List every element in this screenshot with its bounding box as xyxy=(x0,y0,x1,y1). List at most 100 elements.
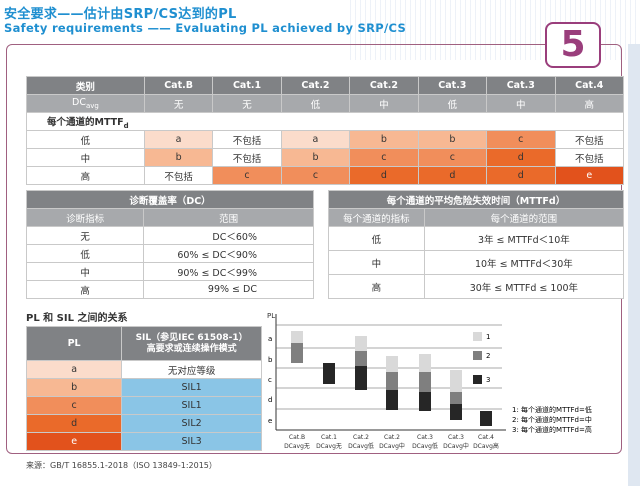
cell: c xyxy=(280,166,351,185)
cell: DC＜60% xyxy=(143,226,314,245)
table-row: a 无对应等级 xyxy=(25,360,262,379)
bar-segment-low xyxy=(355,336,367,351)
y-tick-label: c xyxy=(268,376,272,384)
title-chinese: 安全要求——估计由SRP/CS达到的PL xyxy=(4,7,237,22)
cell: 不包括 xyxy=(554,148,624,167)
cell: 低 xyxy=(280,94,351,113)
cell: c xyxy=(212,166,282,185)
note: 2: 每个通道的MTTFd=中 xyxy=(512,415,592,424)
cell: Cat.2 xyxy=(349,76,419,95)
cell: 不包括 xyxy=(143,166,214,185)
table-row: 低 60% ≤ DC＜90% xyxy=(25,244,314,263)
mttf-label: 每个通道的MTTFd xyxy=(26,112,624,131)
cell: d xyxy=(25,414,123,433)
title-english: Safety requirements —— Evaluating PL ach… xyxy=(4,21,407,35)
right-edge xyxy=(628,44,640,486)
legend-swatch-high xyxy=(473,375,482,384)
x-tick-label: Cat.2 xyxy=(353,434,369,441)
cell: b xyxy=(25,378,123,397)
bar-segment-low xyxy=(419,354,431,372)
mttf-table-title: 每个通道的平均危险失效时间（MTTFd） xyxy=(328,190,624,209)
bar-segment-high xyxy=(386,390,398,410)
column-header: 每个通道的指标 xyxy=(328,208,425,227)
bar-segment-mid xyxy=(355,351,367,366)
table-row: 低 3年 ≤ MTTFd＜10年 xyxy=(328,226,625,251)
cell: 低 xyxy=(25,244,145,263)
cell: 中 xyxy=(349,94,419,113)
pl-chart: PL a b c d e 1 2 3 1: 每个通道的MTTFd=低 2 xyxy=(267,312,592,450)
cell: 低 xyxy=(328,226,425,251)
row-label: 中 xyxy=(26,148,145,167)
cell: 无 xyxy=(212,94,282,113)
legend-label: 2 xyxy=(486,352,490,360)
y-axis-title: PL xyxy=(267,312,275,320)
bar-segment-high xyxy=(419,392,431,411)
x-tick-label: Cat.2 xyxy=(384,434,400,441)
x-tick-label: Cat.B xyxy=(289,434,305,441)
cell: Cat.4 xyxy=(554,76,624,95)
category-table: 类别 Cat.B Cat.1 Cat.2 Cat.2 Cat.3 Cat.3 C… xyxy=(26,76,624,185)
cell: 无 xyxy=(143,94,214,113)
cell: 中 xyxy=(486,94,556,113)
cell: c xyxy=(486,130,556,149)
table-row: d SIL2 xyxy=(25,414,262,433)
table-row: 无 DC＜60% xyxy=(25,226,314,245)
x-tick-label: Cat.3 xyxy=(417,434,433,441)
cell: c xyxy=(417,148,488,167)
y-tick-label: e xyxy=(268,417,272,425)
x-tick-label: Cat.1 xyxy=(321,434,337,441)
cell: SIL3 xyxy=(121,432,262,451)
cell: Cat.3 xyxy=(417,76,488,95)
cell: 不包括 xyxy=(212,148,282,167)
legend-swatch-mid xyxy=(473,351,482,360)
bar-segment-mid xyxy=(419,372,431,392)
bar-segment-high xyxy=(450,404,462,420)
cell: 类别 xyxy=(26,76,145,95)
cell: a xyxy=(280,130,351,149)
cell: Cat.3 xyxy=(486,76,556,95)
cell: 无 xyxy=(25,226,145,245)
legend-label: 3 xyxy=(486,376,490,384)
table-row: 中 90% ≤ DC＜99% xyxy=(25,262,314,281)
cell: c xyxy=(349,148,419,167)
table-row: c SIL1 xyxy=(25,396,262,415)
x-tick-sublabel: DCavg低 xyxy=(348,442,374,450)
category-header-row: 类别 Cat.B Cat.1 Cat.2 Cat.2 Cat.3 Cat.3 C… xyxy=(26,76,624,95)
x-tick-sublabel: DCavg低 xyxy=(412,442,438,450)
bar-segment-mid xyxy=(450,392,462,404)
table-row: 中 10年 ≤ MTTFd＜30年 xyxy=(328,250,625,275)
cell: 低 xyxy=(417,94,488,113)
x-tick-label: Cat.3 xyxy=(448,434,464,441)
column-header: 每个通道的范围 xyxy=(423,208,625,227)
table-row: 高 不包括 c c d d d e xyxy=(26,166,624,185)
x-tick-sublabel: DCavg无 xyxy=(316,443,342,450)
y-tick-label: a xyxy=(268,335,272,343)
row-label: 低 xyxy=(26,130,145,149)
bar-segment-mid xyxy=(386,372,398,390)
cell: 不包括 xyxy=(212,130,282,149)
mttf-table: 每个通道的平均危险失效时间（MTTFd） 每个通道的指标 每个通道的范围 低 3年… xyxy=(328,190,625,299)
cell: d xyxy=(486,148,556,167)
cell: 30年 ≤ MTTFd ≤ 100年 xyxy=(423,274,625,299)
dc-table-title: 诊断覆盖率（DC） xyxy=(26,190,314,209)
table-row: 中 b 不包括 b c c d 不包括 xyxy=(26,148,624,167)
x-tick-sublabel: DCavg中 xyxy=(443,442,469,450)
cell: c xyxy=(25,396,123,415)
cell: d xyxy=(349,166,419,185)
x-tick-sublabel: DCavg高 xyxy=(473,442,499,450)
cell: SIL1 xyxy=(121,378,262,397)
x-tick-labels: Cat.B Cat.1 Cat.2 Cat.2 Cat.3 Cat.3 Cat.… xyxy=(284,434,499,450)
x-tick-sublabel: DCavg无 xyxy=(284,443,310,450)
dc-label: DCavg xyxy=(26,94,145,113)
cell: 10年 ≤ MTTFd＜30年 xyxy=(423,250,625,275)
pl-sil-section-title: PL 和 SIL 之间的关系 xyxy=(26,313,128,324)
cell: 高 xyxy=(25,280,145,299)
source-note: 来源：GB/T 16855.1-2018（ISO 13849-1:2015） xyxy=(26,461,217,470)
header: 安全要求——估计由SRP/CS达到的PL Safety requirements… xyxy=(0,0,640,44)
cell: 99% ≤ DC xyxy=(143,280,314,299)
column-header: 诊断指标 xyxy=(25,208,145,227)
y-tick-label: b xyxy=(268,356,273,364)
cell: b xyxy=(349,130,419,149)
column-header: 范围 xyxy=(143,208,314,227)
cell: b xyxy=(417,130,488,149)
